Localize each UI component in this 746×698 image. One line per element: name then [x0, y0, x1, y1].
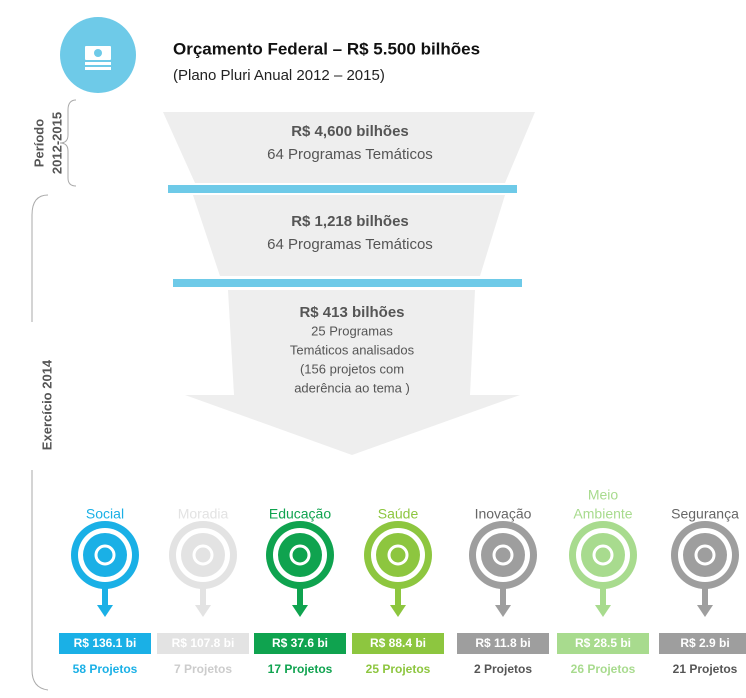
category-label: Educação — [269, 506, 331, 522]
pin-core — [481, 533, 525, 577]
bracket — [59, 99, 77, 187]
period-label: Período — [31, 119, 46, 167]
pin-stem — [702, 585, 708, 609]
projects: 7 Projetos — [174, 662, 232, 676]
projects: 17 Projetos — [268, 662, 333, 676]
pin-arrow — [97, 605, 113, 617]
pin-arrow — [697, 605, 713, 617]
stage-text: (156 projetos com — [300, 361, 404, 376]
pin-stem — [395, 585, 401, 609]
amount-box — [254, 633, 346, 654]
amount-box — [659, 633, 746, 654]
stage-text: 64 Programas Temáticos — [267, 146, 433, 163]
icon — [94, 544, 116, 566]
projects: 21 Projetos — [673, 662, 738, 676]
category-label: Ambiente — [573, 506, 632, 522]
period-label: 2012-2015 — [49, 112, 64, 174]
coin — [94, 49, 102, 57]
funnel-stage — [193, 195, 505, 276]
icon — [492, 544, 514, 566]
subtitle: (Plano Pluri Anual 2012 – 2015) — [173, 67, 385, 84]
category-label: Meio — [588, 487, 619, 503]
amount: R$ 28.5 bi — [575, 636, 631, 650]
amount-box — [557, 633, 649, 654]
projects: 25 Projetos — [366, 662, 431, 676]
stage-text: Temáticos analisados — [290, 342, 415, 357]
amount: R$ 88.4 bi — [370, 636, 426, 650]
divider — [173, 279, 522, 287]
category-label: Inovação — [475, 506, 532, 522]
funnel-stage — [163, 112, 535, 183]
projects: 26 Projetos — [571, 662, 636, 676]
category-label: Moradia — [178, 506, 229, 522]
stage-amount: R$ 413 bilhões — [299, 304, 404, 321]
stage-amount: R$ 4,600 bilhões — [291, 123, 409, 140]
stage-text: 25 Programas — [311, 323, 393, 338]
amount-box — [457, 633, 549, 654]
pin-arrow — [195, 605, 211, 617]
pin-core — [278, 533, 322, 577]
amount: R$ 11.8 bi — [475, 636, 530, 650]
icon — [192, 544, 214, 566]
pin-arrow — [390, 605, 406, 617]
pin-core — [376, 533, 420, 577]
amount: R$ 2.9 bi — [680, 636, 729, 650]
icon — [694, 544, 716, 566]
amount-box — [352, 633, 444, 654]
pin-stem — [600, 585, 606, 609]
divider — [168, 185, 517, 193]
category-label: Saúde — [378, 506, 419, 522]
icon — [592, 544, 614, 566]
amount: R$ 37.6 bi — [272, 636, 328, 650]
pin-core — [581, 533, 625, 577]
pin-stem — [500, 585, 506, 609]
stage-text: aderência ao tema ) — [294, 380, 410, 395]
icon — [289, 544, 311, 566]
projects: 58 Projetos — [73, 662, 138, 676]
pin-core — [83, 533, 127, 577]
title: Orçamento Federal – R$ 5.500 bilhões — [173, 39, 480, 58]
pin-arrow — [595, 605, 611, 617]
category-label: Social — [86, 506, 124, 522]
amount-box — [59, 633, 151, 654]
category-label: Segurança — [671, 506, 739, 522]
icon — [387, 544, 409, 566]
pin-arrow — [292, 605, 308, 617]
pin-stem — [102, 585, 108, 609]
amount: R$ 136.1 bi — [74, 636, 137, 650]
pin-stem — [200, 585, 206, 609]
projects: 2 Projetos — [474, 662, 532, 676]
pin-core — [683, 533, 727, 577]
stage-amount: R$ 1,218 bilhões — [291, 213, 409, 230]
pin-arrow — [495, 605, 511, 617]
bracket — [31, 194, 49, 691]
funnel-stage — [185, 290, 520, 455]
amount-box — [157, 633, 249, 654]
pin-core — [181, 533, 225, 577]
period-label: Exercício 2014 — [39, 359, 54, 450]
stage-text: 64 Programas Temáticos — [267, 236, 433, 253]
pin-stem — [297, 585, 303, 609]
amount: R$ 107.8 bi — [172, 636, 235, 650]
